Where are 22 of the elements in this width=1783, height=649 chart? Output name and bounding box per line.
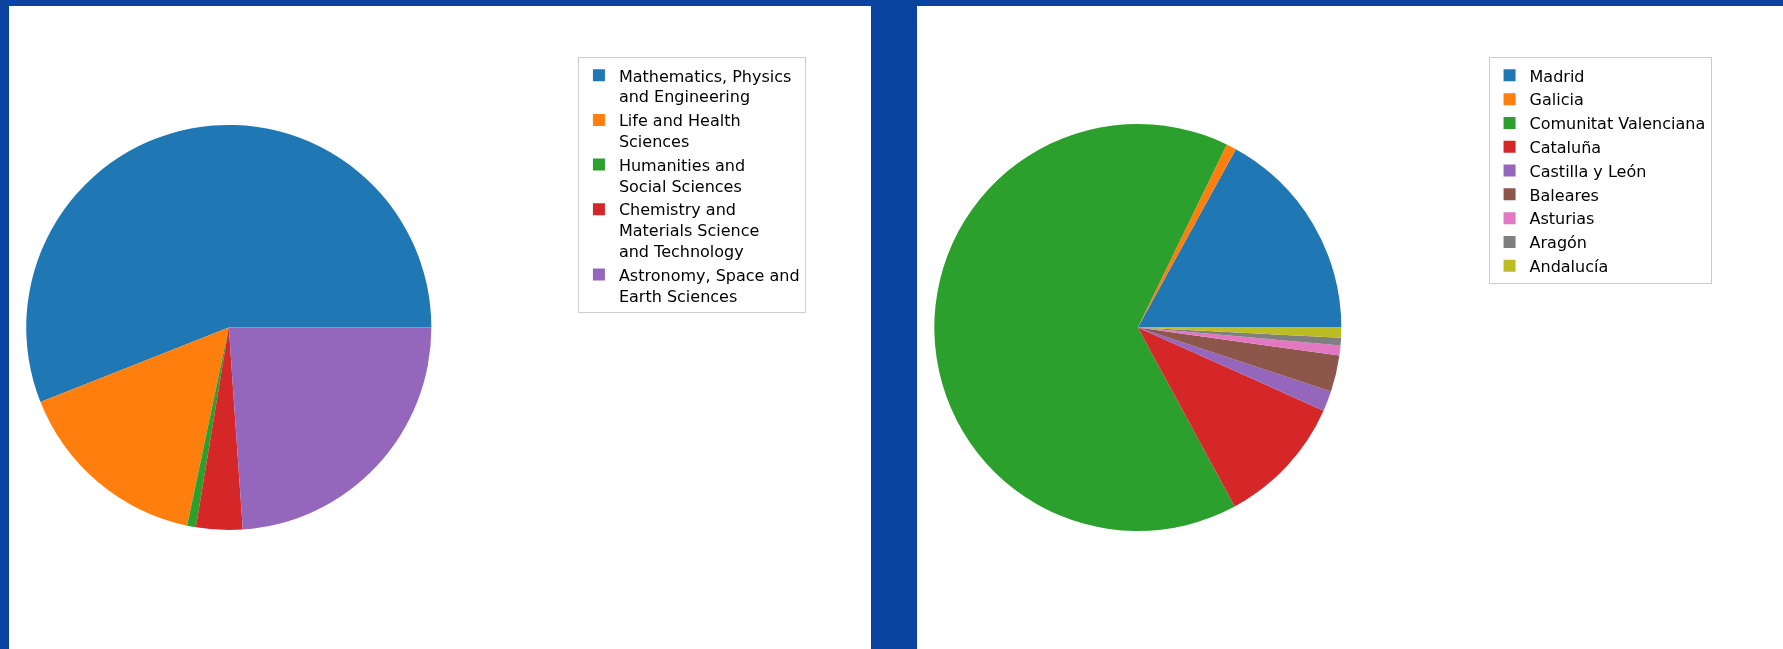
legend-label: Astronomy, Space and Earth Sciences — [618, 265, 800, 306]
legend-label: Aragón — [1529, 233, 1587, 253]
pie-slice — [1137, 149, 1342, 328]
pie-slice — [195, 327, 243, 531]
legend-label: Mathematics, Physics and Engineering — [618, 66, 792, 107]
pie-slice — [26, 125, 432, 403]
legend-label: Humanities and Social Sciences — [618, 155, 746, 196]
legend-label: Cataluña — [1529, 137, 1602, 157]
legend-label: Baleares — [1529, 185, 1599, 205]
legend-label: Madrid — [1529, 66, 1585, 86]
legend-label: Galicia — [1529, 90, 1584, 110]
pie-slice — [1137, 327, 1331, 411]
legend-label: Asturias — [1529, 209, 1595, 229]
legend-label: Life and Health Sciences — [618, 111, 741, 151]
pie-slice — [934, 124, 1235, 531]
pie-slice — [1137, 327, 1324, 507]
pie-slice — [228, 327, 432, 530]
legend-label: Andalucía — [1529, 256, 1609, 276]
pie-slice — [40, 327, 229, 526]
legend-label: Chemistry and Materials Science and Technology — [618, 200, 760, 261]
legend-label: Comunitat Valenciana — [1529, 114, 1706, 134]
legend-label: Castilla y León — [1529, 161, 1647, 181]
